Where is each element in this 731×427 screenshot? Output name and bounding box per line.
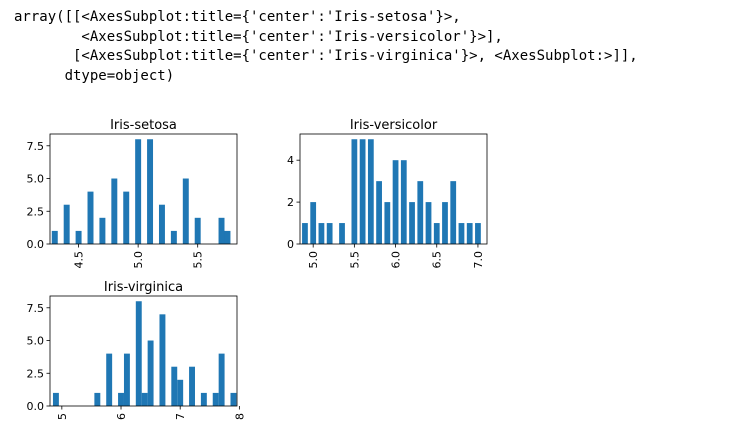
histogram-bar bbox=[106, 353, 113, 406]
y-tick-label: 0.0 bbox=[27, 238, 45, 251]
histogram-bar bbox=[135, 139, 142, 244]
output-line: <AxesSubplot:title={'center':'Iris-versi… bbox=[14, 28, 503, 45]
histogram-bar bbox=[158, 204, 165, 244]
axes-frame bbox=[49, 133, 238, 245]
output-line: array([[<AxesSubplot:title={'center':'Ir… bbox=[14, 9, 461, 25]
histogram-bar bbox=[135, 301, 142, 406]
histogram-bar bbox=[392, 160, 399, 244]
subplot-title: Iris-versicolor bbox=[350, 118, 438, 133]
histogram-bar bbox=[111, 178, 118, 244]
histogram-bar bbox=[123, 191, 130, 244]
x-tick-label: 8 bbox=[233, 413, 246, 420]
histogram-bar bbox=[87, 191, 94, 244]
histogram-bar bbox=[118, 392, 124, 406]
histogram-bar bbox=[450, 181, 457, 244]
y-tick-label: 4 bbox=[287, 154, 294, 167]
x-tick-label: 5.5 bbox=[348, 251, 361, 269]
histogram-bar bbox=[94, 392, 101, 406]
histogram-bar bbox=[302, 223, 308, 244]
x-tick-label: 7.0 bbox=[472, 251, 485, 269]
histogram-bar bbox=[182, 178, 189, 244]
axes-frame bbox=[49, 295, 238, 407]
histogram-bar bbox=[224, 230, 231, 244]
histogram-bar bbox=[218, 217, 225, 244]
histogram-bar bbox=[339, 223, 345, 244]
histogram-bar bbox=[52, 392, 59, 406]
histogram-bar bbox=[75, 230, 82, 244]
subplot-title: Iris-virginica bbox=[104, 280, 183, 295]
output-line: dtype=object) bbox=[14, 67, 175, 84]
histogram-bar bbox=[171, 366, 178, 406]
histogram-bar bbox=[458, 223, 465, 244]
axes-frame bbox=[299, 133, 488, 245]
histogram-bar bbox=[147, 340, 154, 406]
histogram-bar bbox=[218, 353, 225, 406]
y-tick-label: 5.0 bbox=[27, 335, 45, 348]
y-tick-label: 2.5 bbox=[27, 205, 45, 218]
histogram-bar bbox=[170, 230, 177, 244]
x-tick-label: 5.0 bbox=[307, 251, 320, 269]
histogram-bar bbox=[475, 223, 481, 244]
histogram-bar bbox=[400, 160, 407, 244]
histogram-bar bbox=[318, 223, 325, 244]
histogram-bar bbox=[466, 223, 473, 244]
histogram-bar bbox=[442, 202, 448, 244]
x-tick-label: 7 bbox=[174, 413, 187, 420]
y-tick-label: 2.5 bbox=[27, 367, 45, 380]
histogram-bar bbox=[123, 353, 130, 406]
y-tick-label: 5.0 bbox=[27, 173, 45, 186]
histogram-bar bbox=[310, 202, 317, 244]
histogram-bar bbox=[194, 217, 201, 244]
subplot-title: Iris-setosa bbox=[110, 118, 177, 133]
x-tick-label: 4.5 bbox=[73, 251, 86, 269]
histogram-bar bbox=[425, 202, 432, 244]
histogram-bar bbox=[384, 202, 391, 244]
histogram-bar bbox=[99, 217, 106, 244]
histogram-bar bbox=[177, 379, 184, 406]
histogram-bar bbox=[51, 230, 58, 244]
histogram-bar bbox=[326, 223, 333, 244]
histogram-bar bbox=[433, 223, 440, 244]
histogram-bar bbox=[230, 392, 237, 406]
y-tick-label: 0 bbox=[287, 238, 294, 251]
y-tick-label: 7.5 bbox=[27, 302, 45, 315]
histogram-bar bbox=[409, 202, 415, 244]
histogram-bar bbox=[159, 314, 166, 406]
histogram-bar bbox=[147, 139, 154, 244]
x-tick-label: 6 bbox=[115, 413, 128, 420]
cell-output-text: array([[<AxesSubplot:title={'center':'Ir… bbox=[14, 8, 638, 86]
x-tick-label: 6.5 bbox=[431, 251, 444, 269]
histogram-bar bbox=[367, 139, 374, 244]
histogram-bar bbox=[141, 392, 148, 406]
histogram-bar bbox=[376, 181, 382, 244]
x-tick-label: 5.0 bbox=[132, 251, 145, 269]
histogram-bar bbox=[351, 139, 358, 244]
y-tick-label: 0.0 bbox=[27, 400, 45, 413]
histogram-bar bbox=[212, 392, 219, 406]
histogram-bar bbox=[189, 366, 195, 406]
output-line: [<AxesSubplot:title={'center':'Iris-virg… bbox=[14, 48, 638, 64]
x-tick-label: 5.5 bbox=[192, 251, 205, 269]
y-tick-label: 7.5 bbox=[27, 140, 45, 153]
histogram-bar bbox=[417, 181, 424, 244]
x-tick-label: 6.0 bbox=[390, 251, 403, 269]
histogram-bar bbox=[359, 139, 366, 244]
histogram-bar bbox=[63, 204, 70, 244]
histogram-bar bbox=[200, 392, 207, 406]
x-tick-label: 5 bbox=[56, 413, 69, 420]
y-tick-label: 2 bbox=[287, 196, 294, 209]
